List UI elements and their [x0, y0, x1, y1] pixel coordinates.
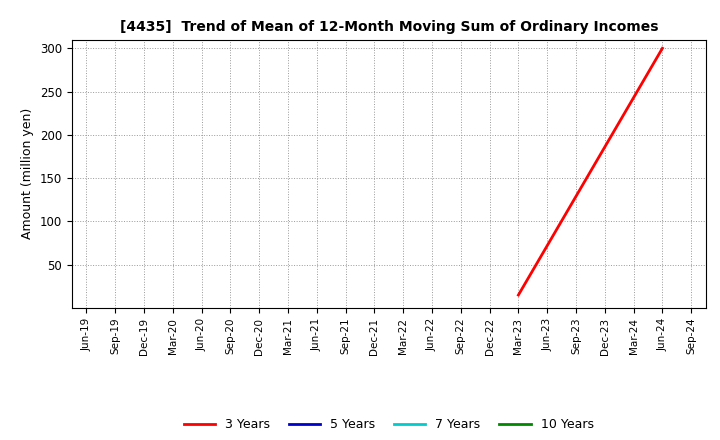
Y-axis label: Amount (million yen): Amount (million yen) [22, 108, 35, 239]
Legend: 3 Years, 5 Years, 7 Years, 10 Years: 3 Years, 5 Years, 7 Years, 10 Years [179, 413, 598, 436]
Title: [4435]  Trend of Mean of 12-Month Moving Sum of Ordinary Incomes: [4435] Trend of Mean of 12-Month Moving … [120, 20, 658, 34]
